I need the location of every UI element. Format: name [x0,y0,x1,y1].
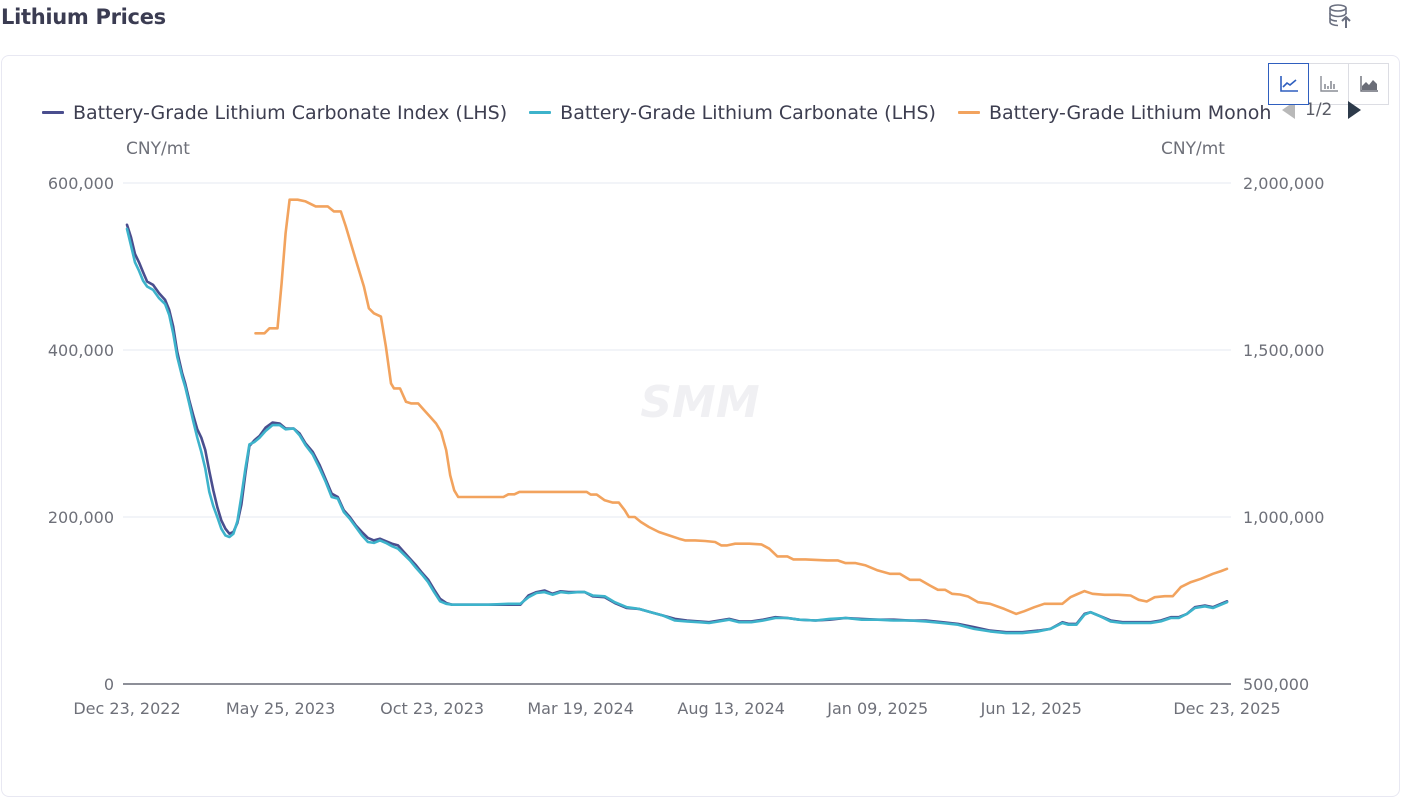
chart-type-switcher [1268,63,1389,105]
legend-swatch-index [42,111,64,114]
legend-label-index: Battery-Grade Lithium Carbonate Index (L… [73,101,508,124]
legend-page-indicator: 1/2 [1305,100,1333,120]
legend-swatch-carbonate [529,111,552,114]
area-chart-icon [1359,76,1378,92]
line-chart-button[interactable] [1268,63,1309,105]
legend-item-hydroxide[interactable]: Battery-Grade Lithium Monohydrate (RHS) [957,101,1270,124]
left-axis-unit: CNY/mt [126,139,190,159]
legend-label-hydroxide: Battery-Grade Lithium Monohydrate (RHS) [988,101,1270,124]
page-title: Lithium Prices [1,5,166,29]
database-export-icon [1329,4,1351,28]
legend-pager: 1/2 [1282,100,1362,120]
legend-item-index[interactable]: Battery-Grade Lithium Carbonate Index (L… [42,102,507,124]
legend-next-arrow-icon[interactable] [1348,101,1362,119]
area-chart-button[interactable] [1348,63,1389,105]
chart-card [1,55,1400,797]
legend-label-carbonate: Battery-Grade Lithium Carbonate (LHS) [560,101,936,124]
legend-prev-arrow-icon[interactable] [1282,101,1295,119]
right-axis-unit: CNY/mt [1161,139,1225,159]
legend-item-carbonate[interactable]: Battery-Grade Lithium Carbonate (LHS) [529,102,936,124]
bar-chart-button[interactable] [1308,63,1349,105]
line-chart-icon [1279,76,1298,92]
bar-chart-icon [1319,76,1338,92]
chart-legend: Battery-Grade Lithium Carbonate Index (L… [42,97,1270,125]
export-data-button[interactable] [1326,2,1356,32]
legend-swatch-hydroxide [957,111,980,114]
